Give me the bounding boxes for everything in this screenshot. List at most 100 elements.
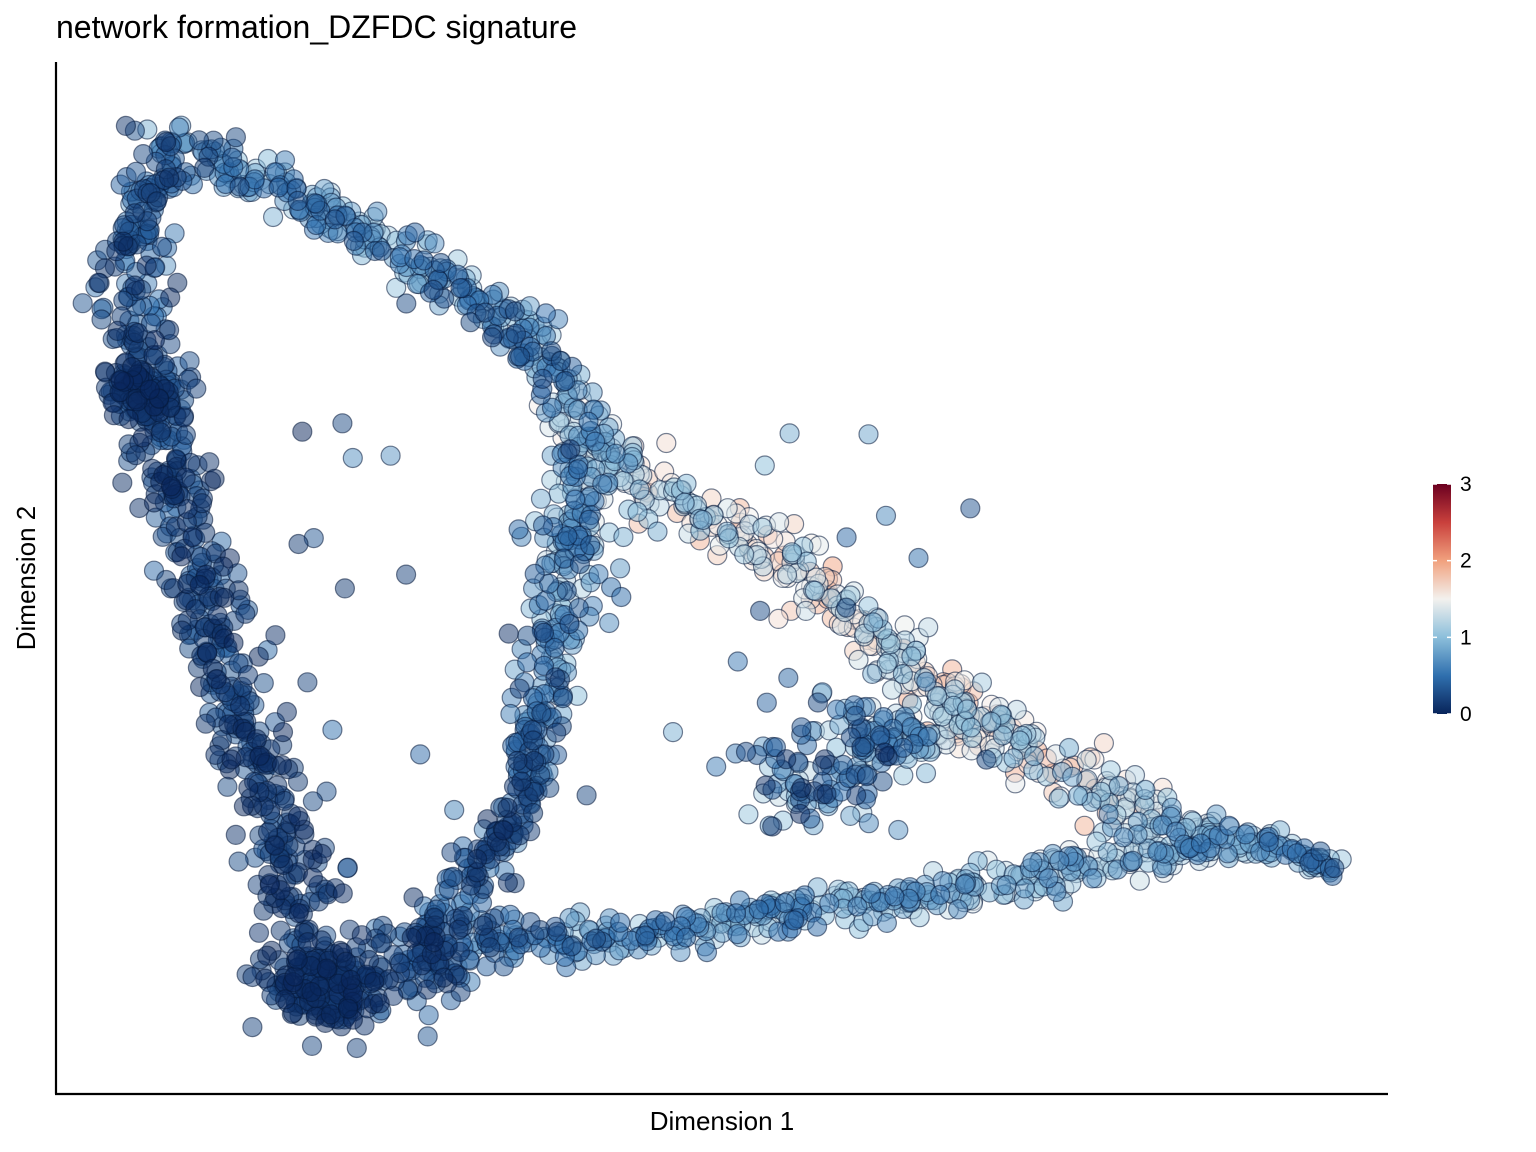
data-point bbox=[846, 785, 867, 806]
data-point bbox=[762, 816, 783, 837]
data-point bbox=[584, 431, 606, 452]
y-axis-label: Dimension 2 bbox=[11, 506, 41, 651]
chart-title: network formation_DZFDC signature bbox=[56, 9, 577, 45]
data-point bbox=[971, 672, 993, 693]
data-point bbox=[635, 925, 656, 946]
data-point bbox=[776, 564, 798, 585]
data-point bbox=[417, 1026, 438, 1047]
data-point bbox=[139, 379, 160, 400]
data-point bbox=[611, 586, 632, 608]
data-point bbox=[888, 819, 909, 841]
data-point bbox=[505, 323, 527, 344]
data-point bbox=[410, 744, 431, 765]
data-point bbox=[288, 902, 309, 924]
data-point bbox=[338, 998, 359, 1019]
data-point bbox=[72, 293, 93, 314]
data-point bbox=[404, 222, 425, 243]
data-point bbox=[297, 672, 318, 693]
data-point bbox=[862, 663, 883, 685]
data-point bbox=[351, 925, 372, 946]
color-scale-bar bbox=[1433, 484, 1451, 714]
data-point bbox=[401, 927, 422, 948]
data-point bbox=[1108, 775, 1129, 797]
data-point bbox=[118, 409, 139, 430]
data-point bbox=[996, 874, 1017, 896]
data-point bbox=[112, 472, 133, 493]
data-point bbox=[94, 361, 116, 382]
data-point bbox=[609, 558, 631, 579]
data-point bbox=[448, 919, 469, 940]
data-point bbox=[1038, 868, 1059, 889]
data-point bbox=[107, 320, 128, 341]
data-point bbox=[272, 721, 294, 743]
data-point bbox=[876, 912, 898, 934]
data-point bbox=[302, 867, 323, 888]
data-point bbox=[790, 803, 811, 825]
data-point bbox=[423, 931, 444, 953]
data-point bbox=[433, 967, 454, 988]
data-point bbox=[840, 805, 861, 827]
data-point bbox=[424, 907, 445, 928]
data-point bbox=[814, 749, 836, 770]
data-point bbox=[909, 907, 930, 928]
data-point bbox=[186, 378, 207, 399]
data-point bbox=[346, 1037, 367, 1059]
data-point bbox=[204, 468, 225, 489]
data-point bbox=[222, 147, 243, 168]
data-point bbox=[692, 509, 713, 531]
data-point bbox=[268, 177, 289, 198]
data-point bbox=[474, 302, 495, 323]
data-point bbox=[876, 653, 897, 674]
data-point bbox=[509, 346, 531, 367]
data-point bbox=[249, 745, 270, 766]
data-point bbox=[265, 625, 286, 646]
data-point bbox=[796, 551, 817, 572]
data-point bbox=[847, 896, 868, 917]
data-point bbox=[725, 903, 747, 924]
data-point bbox=[370, 933, 391, 954]
data-point bbox=[396, 564, 417, 585]
data-point bbox=[559, 613, 580, 635]
data-point bbox=[1003, 748, 1024, 769]
data-point bbox=[768, 512, 790, 533]
data-point bbox=[508, 519, 529, 540]
data-point bbox=[223, 632, 244, 654]
data-point bbox=[755, 775, 776, 796]
data-point bbox=[1082, 868, 1103, 889]
color-scale-tick-label: 3 bbox=[1460, 473, 1472, 496]
data-point bbox=[441, 842, 462, 863]
data-point bbox=[235, 603, 256, 624]
data-point bbox=[275, 989, 296, 1010]
data-point bbox=[136, 255, 157, 276]
data-point bbox=[734, 544, 755, 565]
data-point bbox=[270, 920, 291, 941]
data-point bbox=[930, 884, 951, 906]
data-point bbox=[874, 742, 895, 763]
data-point bbox=[113, 231, 134, 252]
data-point bbox=[91, 309, 112, 330]
data-point bbox=[1067, 785, 1089, 806]
data-point bbox=[836, 527, 857, 548]
data-point bbox=[171, 546, 192, 567]
data-point bbox=[342, 447, 363, 469]
data-point bbox=[430, 252, 451, 274]
data-point bbox=[248, 646, 269, 667]
data-point bbox=[467, 848, 488, 870]
data-point bbox=[127, 391, 148, 412]
data-point bbox=[858, 813, 880, 834]
data-point bbox=[1058, 737, 1080, 759]
data-point bbox=[1258, 831, 1279, 853]
data-point bbox=[806, 916, 828, 937]
data-point bbox=[588, 563, 609, 585]
data-point bbox=[248, 922, 270, 943]
data-point bbox=[221, 749, 242, 770]
data-point bbox=[1049, 850, 1070, 871]
data-point bbox=[160, 476, 182, 497]
data-point bbox=[869, 725, 891, 746]
data-point bbox=[322, 719, 343, 741]
data-point bbox=[555, 370, 576, 392]
data-point bbox=[206, 668, 227, 690]
data-point bbox=[188, 130, 210, 151]
data-point bbox=[443, 866, 464, 888]
